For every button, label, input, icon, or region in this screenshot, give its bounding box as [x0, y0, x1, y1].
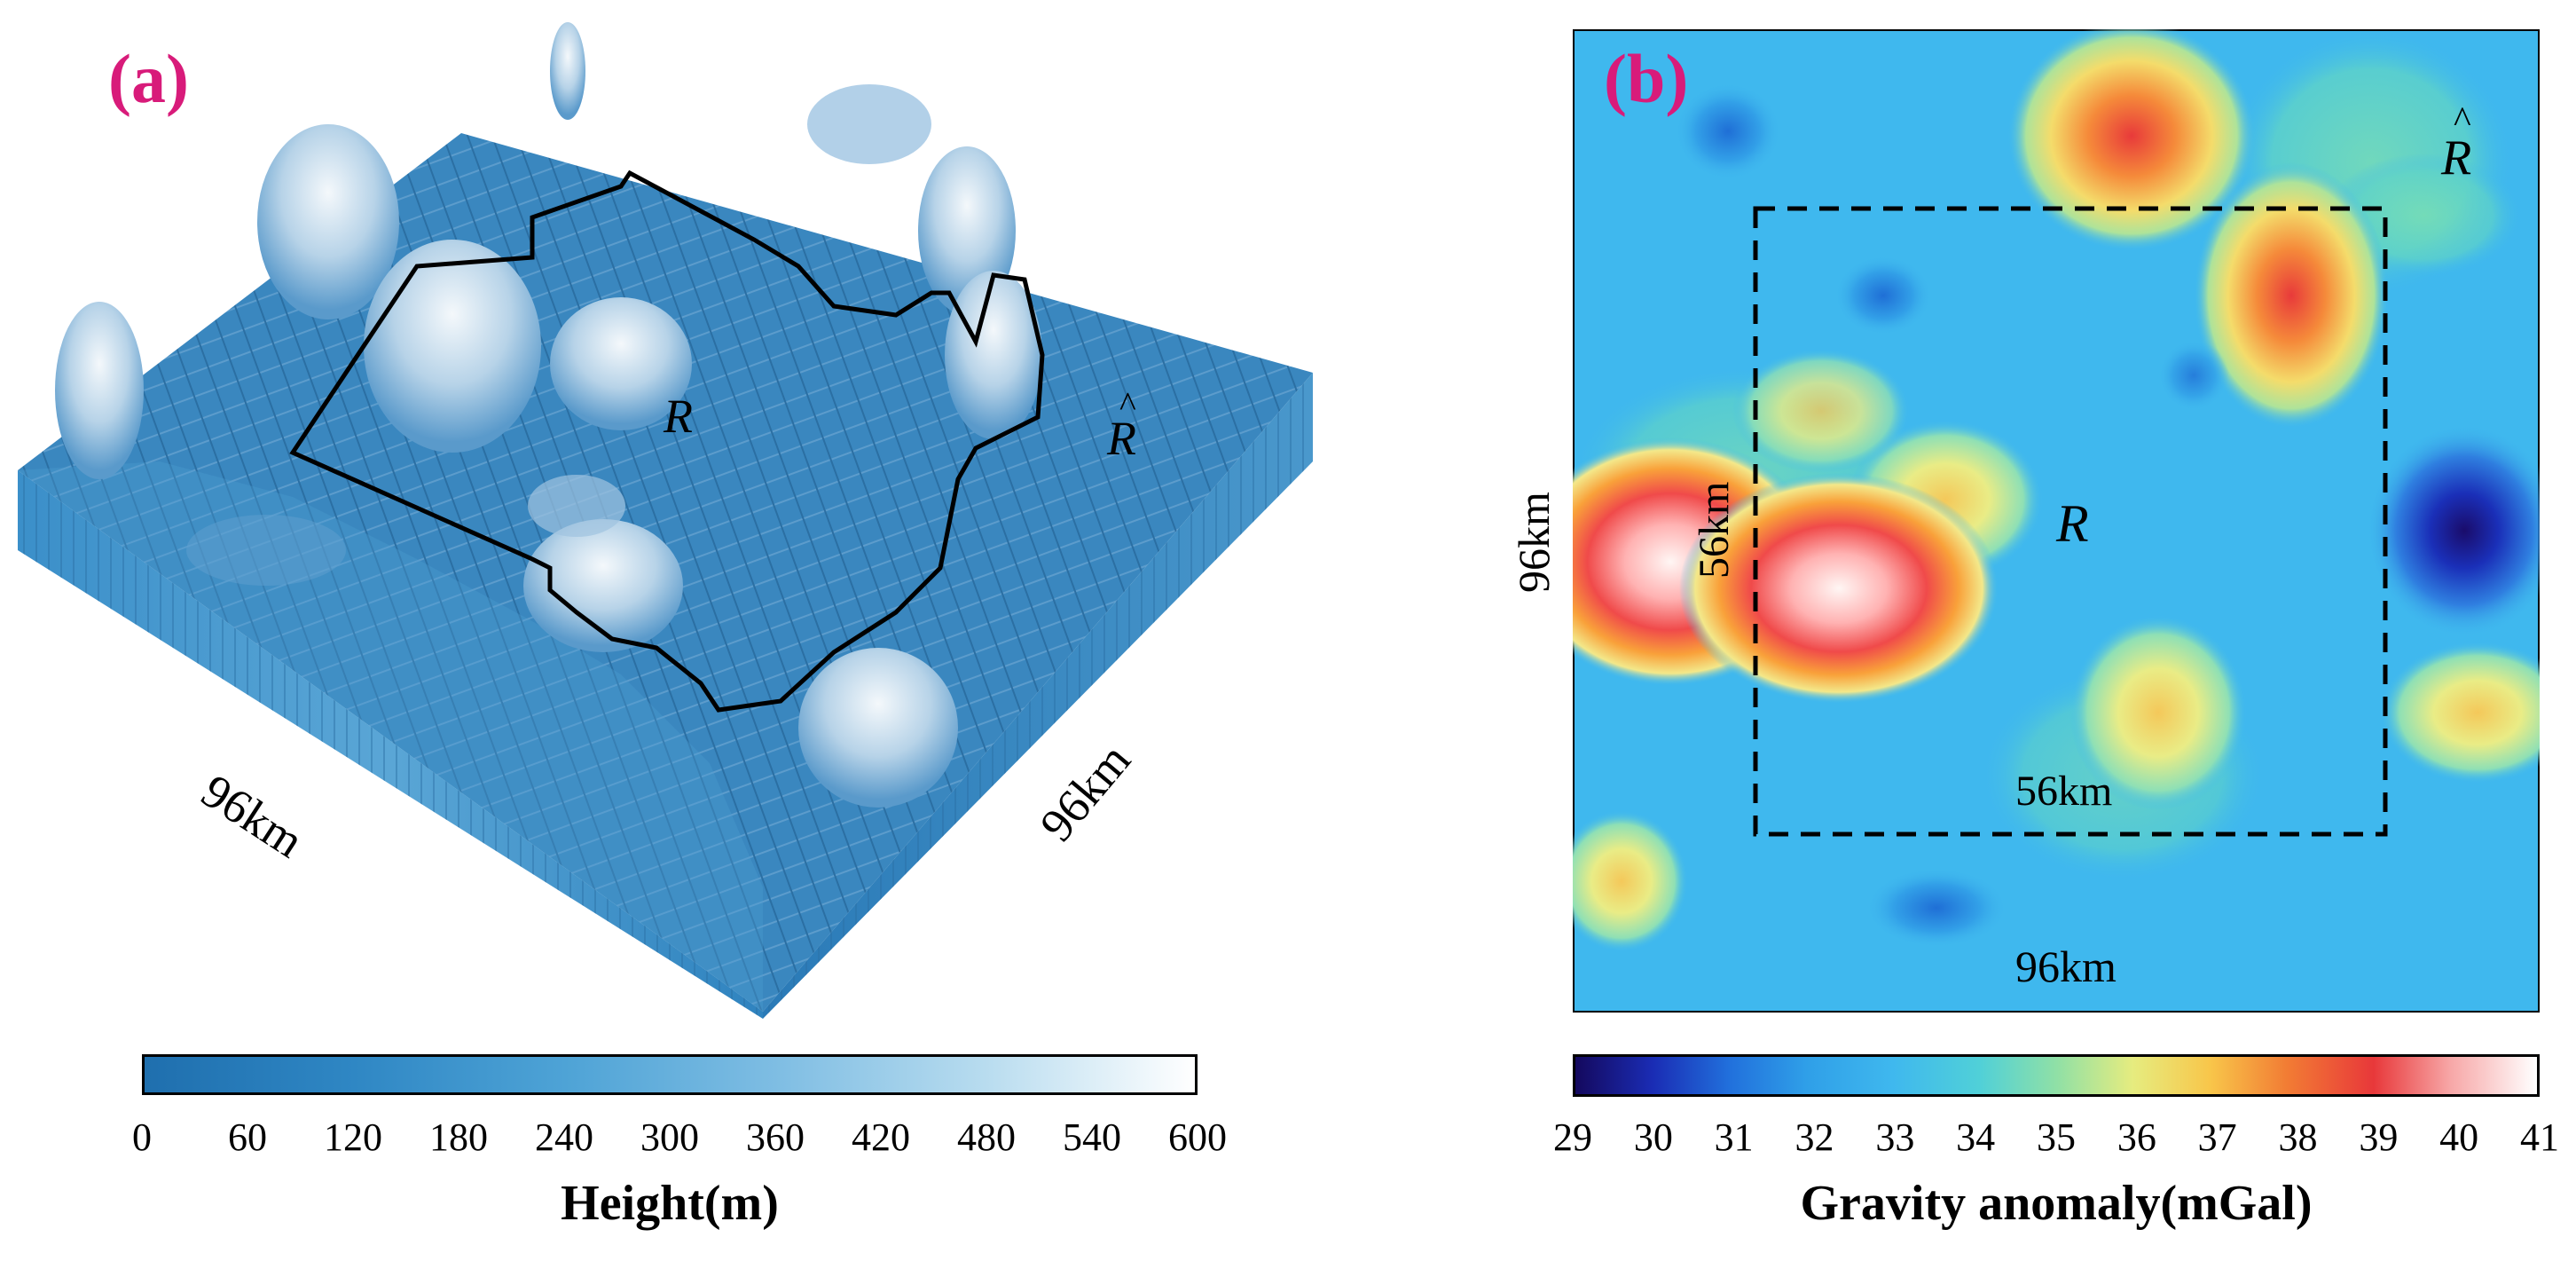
- gravity-colorbar-ticks: 29 30 31 32 33 34 35 36 37 38 39 40 41: [1553, 1115, 2559, 1168]
- height-colorbar-title: Height(m): [561, 1176, 779, 1231]
- height-colorbar-tick-label: 60: [228, 1115, 267, 1159]
- gravity-colorbar-tick-label: 30: [1633, 1115, 1673, 1159]
- height-colorbar-tick-label: 240: [535, 1115, 593, 1159]
- panel-b-inner-bottom-label: 56km: [2015, 768, 2113, 815]
- height-colorbar-tick-label: 360: [746, 1115, 805, 1159]
- height-colorbar-tick-label: 480: [957, 1115, 1016, 1159]
- panel-b-outer-side-label: 96km: [1509, 492, 1559, 593]
- terrain-peaks: [55, 22, 1042, 808]
- gravity-colorbar-tick-label: 37: [2197, 1115, 2237, 1159]
- panel-b-label: (b): [1604, 40, 1689, 117]
- gravity-anomaly-map: [1573, 29, 2540, 1013]
- gravity-colorbar-title: Gravity anomaly(mGal): [1800, 1176, 2313, 1231]
- panel-b-inner-side-label: 56km: [1691, 481, 1738, 579]
- gravity-colorbar-tick-label: 41: [2520, 1115, 2559, 1159]
- panel-a-outer-region-hat: ^: [1119, 384, 1136, 424]
- panel-b-outer-region-label: R: [2441, 130, 2472, 185]
- height-colorbar-tick-label: 540: [1063, 1115, 1121, 1159]
- height-colorbar-tick-label: 0: [132, 1115, 152, 1159]
- gravity-colorbar-tick-label: 39: [2359, 1115, 2399, 1159]
- gravity-colorbar-tick-label: 35: [2037, 1115, 2076, 1159]
- panel-b-outer-region-hat: ^: [2454, 100, 2471, 141]
- gravity-colorbar-tick-label: 34: [1956, 1115, 1996, 1159]
- height-colorbar-tick-label: 600: [1168, 1115, 1227, 1159]
- gravity-colorbar: [1573, 1054, 2540, 1097]
- gravity-colorbar-tick-label: 33: [1875, 1115, 1915, 1159]
- height-colorbar: [142, 1054, 1198, 1095]
- region-r-box: [1753, 206, 2388, 837]
- panel-a-outer-region-label: R: [1107, 412, 1136, 465]
- height-colorbar-tick-label: 180: [429, 1115, 488, 1159]
- gravity-colorbar-tick-label: 32: [1795, 1115, 1834, 1159]
- panel-a-label: (a): [108, 40, 189, 117]
- height-colorbar-tick-label: 300: [640, 1115, 699, 1159]
- height-colorbar-tick-label: 120: [324, 1115, 382, 1159]
- gravity-colorbar-tick-label: 40: [2439, 1115, 2479, 1159]
- height-colorbar-ticks: 0 60 120 180 240 300 360 420 480 540 600: [132, 1115, 1227, 1168]
- panel-a-region-label: R: [664, 390, 693, 443]
- panel-b-region-label: R: [2056, 494, 2089, 553]
- height-colorbar-tick-label: 420: [852, 1115, 910, 1159]
- region-r-outline: [289, 169, 1045, 713]
- terrain-block-diagram: [18, 22, 1313, 1019]
- gravity-colorbar-tick-label: 29: [1553, 1115, 1592, 1159]
- panel-b-outer-bottom-label: 96km: [2015, 942, 2117, 991]
- gravity-colorbar-tick-label: 36: [2117, 1115, 2156, 1159]
- gravity-colorbar-tick-label: 38: [2278, 1115, 2318, 1159]
- gravity-colorbar-tick-label: 31: [1714, 1115, 1754, 1159]
- gravity-anomaly-field: [1573, 29, 2540, 952]
